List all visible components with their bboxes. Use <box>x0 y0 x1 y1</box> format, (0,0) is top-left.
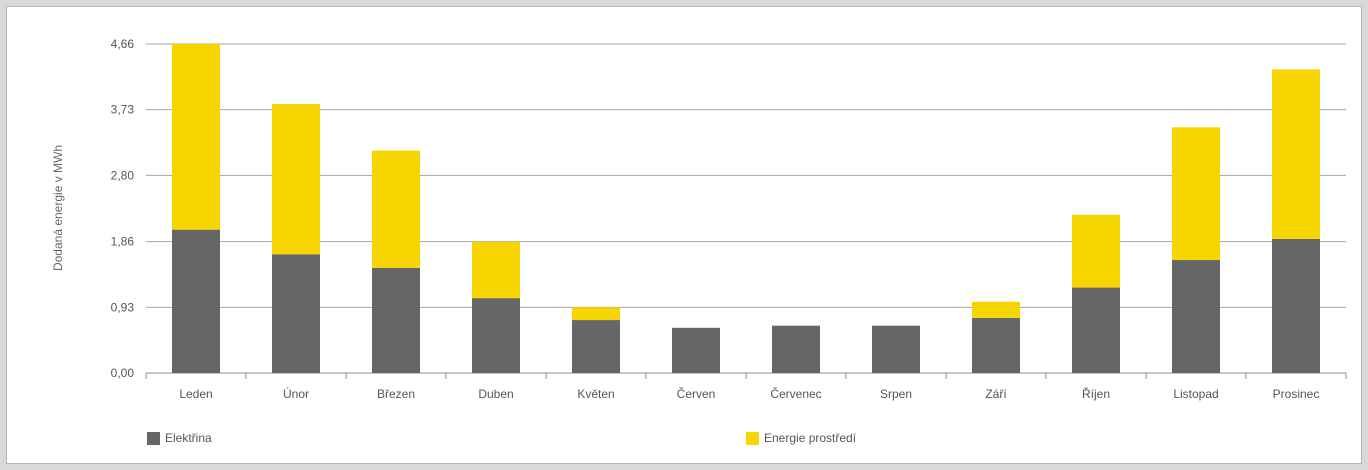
x-tick-label: Červenec <box>770 386 821 401</box>
bar-segment-energie-prostredi <box>1272 69 1320 239</box>
x-tick-label: Říjen <box>1082 386 1110 401</box>
legend-swatch <box>147 432 160 445</box>
bar-segment-elektrina <box>1272 238 1320 373</box>
bars <box>172 44 1320 373</box>
bar-segment-elektrina <box>1172 260 1220 373</box>
chart-frame <box>6 6 1362 464</box>
bar-segment-elektrina <box>972 317 1020 373</box>
bar-segment-elektrina <box>372 267 420 373</box>
legend-label: Elektřina <box>165 431 212 445</box>
bar-segment-energie-prostredi <box>572 307 620 321</box>
y-tick-labels: 0,00 0,93 1,86 2,80 3,73 4,66 <box>111 37 135 380</box>
gridlines <box>145 43 1347 379</box>
bar-segment-elektrina <box>772 325 820 373</box>
y-tick-label: 2,80 <box>111 168 135 182</box>
bar-segment-energie-prostredi <box>972 301 1020 318</box>
bar-segment-elektrina <box>172 229 220 373</box>
x-tick-label: Listopad <box>1173 387 1218 401</box>
y-tick-label: 4,66 <box>111 37 135 51</box>
x-tick-labels: Leden Únor Březen Duben Květen Červen Červenec… <box>179 386 1319 401</box>
x-tick-label: Květen <box>577 387 614 401</box>
y-axis-label: Dodaná energie v MWh <box>51 145 65 271</box>
x-tick-label: Prosinec <box>1273 387 1320 401</box>
bar-segment-energie-prostredi <box>372 150 420 268</box>
x-tick-label: Září <box>985 387 1007 401</box>
bar-segment-energie-prostredi <box>1072 214 1120 288</box>
x-tick-label: Srpen <box>880 387 912 401</box>
bar-segment-energie-prostredi <box>1172 127 1220 261</box>
bar-segment-elektrina <box>272 254 320 373</box>
bar-segment-elektrina <box>472 298 520 373</box>
bar-segment-elektrina <box>872 325 920 373</box>
x-tick-label: Únor <box>283 386 309 401</box>
bar-segment-energie-prostredi <box>272 104 320 255</box>
bar-segment-elektrina <box>572 320 620 373</box>
x-tick-label: Březen <box>377 387 415 401</box>
legend-label: Energie prostředí <box>764 431 857 445</box>
x-tick-label: Červen <box>677 386 716 401</box>
x-tick-label: Leden <box>179 387 212 401</box>
y-tick-label: 0,00 <box>111 366 135 380</box>
y-tick-label: 3,73 <box>111 103 135 117</box>
bar-segment-energie-prostredi <box>172 44 220 230</box>
y-tick-label: 0,93 <box>111 300 135 314</box>
bar-segment-energie-prostredi <box>472 241 520 299</box>
y-tick-label: 1,86 <box>111 235 135 249</box>
legend-swatch <box>746 432 759 445</box>
legend: Elektřina Energie prostředí <box>147 431 857 445</box>
x-tick-label: Duben <box>478 387 513 401</box>
bar-segment-elektrina <box>1072 287 1120 373</box>
bar-segment-elektrina <box>672 327 720 373</box>
